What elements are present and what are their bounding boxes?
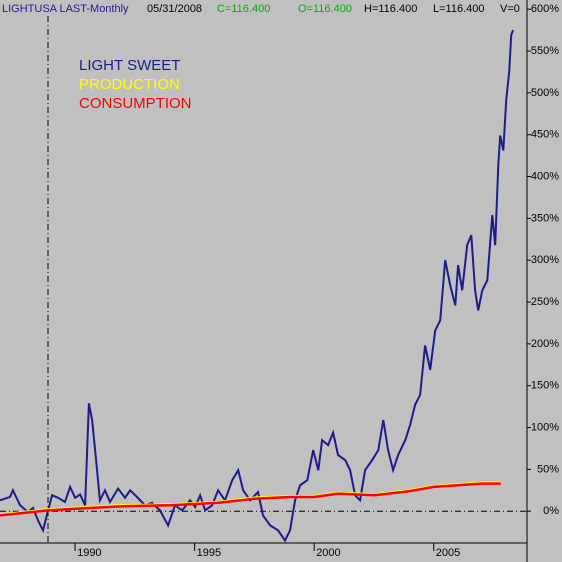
header-text: LIGHTUSA LAST-Monthly xyxy=(2,3,129,15)
legend-entry: CONSUMPTION xyxy=(79,95,192,112)
header-text: H=116.400 xyxy=(364,3,417,15)
header: LIGHTUSA LAST-Monthly 05/31/2008 C=116.400… xyxy=(2,3,520,15)
y-tick-label: 500% xyxy=(531,87,559,99)
legend-entry: PRODUCTION xyxy=(79,76,180,93)
header-text: L=116.400 xyxy=(433,3,485,15)
header-text: O=116.400 xyxy=(298,3,352,15)
x-tick-label: 2000 xyxy=(316,547,340,559)
y-tick-label: 400% xyxy=(531,170,559,182)
x-tick-label: 1990 xyxy=(77,547,101,559)
y-tick-label: 0% xyxy=(543,505,559,517)
y-tick-label: 50% xyxy=(537,463,559,475)
y-tick-label: 550% xyxy=(531,45,559,57)
y-tick-label: 350% xyxy=(531,212,559,224)
y-tick-label: 200% xyxy=(531,338,559,350)
x-tick-label: 2005 xyxy=(436,547,460,559)
y-tick-label: 450% xyxy=(531,129,559,141)
header-text: V=0 xyxy=(500,3,520,15)
x-tick-label: 1995 xyxy=(197,547,221,559)
plot-area xyxy=(0,29,527,543)
y-tick-label: 100% xyxy=(531,421,559,433)
header-text: C=116.400 xyxy=(217,3,270,15)
series-line xyxy=(0,482,501,517)
y-tick-label: 300% xyxy=(531,254,559,266)
legend: LIGHT SWEET PRODUCTION CONSUMPTION xyxy=(79,57,192,112)
legend-entry: LIGHT SWEET xyxy=(79,57,180,74)
y-tick-label: 600% xyxy=(531,3,559,15)
header-text: 05/31/2008 xyxy=(147,3,202,15)
series-line xyxy=(0,29,515,543)
y-tick-label: 150% xyxy=(531,380,559,392)
y-tick-label: 250% xyxy=(531,296,559,308)
